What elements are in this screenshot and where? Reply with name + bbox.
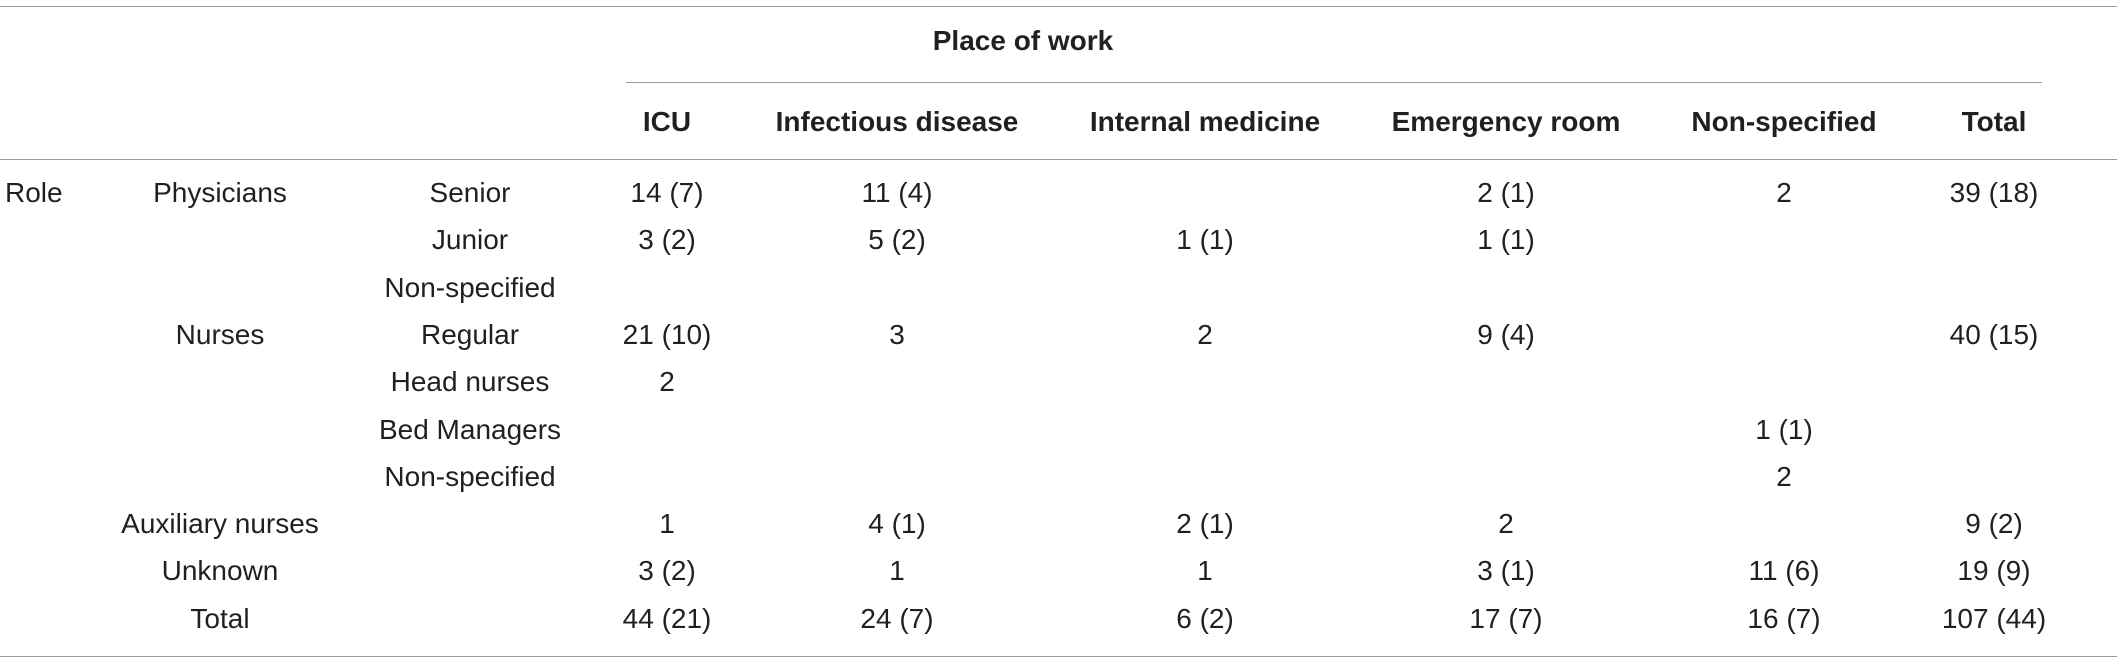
table-cell: 2	[1776, 177, 1792, 208]
table-cell: 9 (4)	[1477, 319, 1535, 350]
table-cell: 2	[659, 366, 675, 397]
row-subrole-label: Regular	[420, 319, 520, 350]
table-cell: 2 (1)	[1477, 177, 1535, 208]
column-header: Total	[1961, 106, 2027, 137]
table-cell: 40 (15)	[1949, 319, 2039, 350]
table-cell: 1	[659, 508, 675, 539]
header-bottom-rule	[0, 159, 2117, 160]
column-header: Non-specified	[1691, 106, 1877, 137]
table-cell: 1 (1)	[1477, 224, 1535, 255]
table-cell: 44 (21)	[622, 603, 712, 634]
table-cell: 16 (7)	[1747, 603, 1821, 634]
table-cell: 1 (1)	[1755, 414, 1813, 445]
row-role-label: Unknown	[161, 555, 279, 586]
row-role-label: Nurses	[175, 319, 265, 350]
row-subrole-label: Junior	[431, 224, 509, 255]
table-cell: 2	[1776, 461, 1792, 492]
table-cell: 9 (2)	[1965, 508, 2023, 539]
table-cell: 3 (2)	[638, 224, 696, 255]
column-header: ICU	[642, 106, 692, 137]
row-role-label: Total	[190, 603, 250, 634]
row-role-label: Physicians	[153, 177, 287, 208]
table-cell: 19 (9)	[1957, 555, 2031, 586]
row-subrole-label: Head nurses	[390, 366, 550, 397]
column-header: Infectious disease	[775, 106, 1019, 137]
table-cell: 1	[1197, 555, 1213, 586]
place-of-work-rule	[626, 82, 2042, 83]
table-cell: 11 (6)	[1748, 555, 1820, 586]
row-subrole-label: Non-specified	[384, 272, 556, 303]
table-cell: 3 (2)	[638, 555, 696, 586]
table-cell: 24 (7)	[860, 603, 934, 634]
table-cell: 11 (4)	[861, 177, 933, 208]
table-cell: 2	[1498, 508, 1514, 539]
table-cell: 4 (1)	[868, 508, 926, 539]
table-cell: 5 (2)	[868, 224, 926, 255]
table-cell: 14 (7)	[630, 177, 704, 208]
table-cell: 21 (10)	[622, 319, 712, 350]
row-subrole-label: Bed Managers	[378, 414, 562, 445]
table-cell: 39 (18)	[1949, 177, 2039, 208]
table-cell: 1	[889, 555, 905, 586]
row-role-label: Auxiliary nurses	[121, 508, 319, 539]
table-bottom-rule	[0, 656, 2117, 657]
table-cell: 107 (44)	[1941, 603, 2047, 634]
column-header: Internal medicine	[1089, 106, 1321, 137]
spanning-header-place-of-work: Place of work	[932, 25, 1114, 56]
stub-group-label: Role	[5, 177, 63, 208]
table-cell: 3	[889, 319, 905, 350]
table-cell: 2	[1197, 319, 1213, 350]
table-cell: 3 (1)	[1477, 555, 1535, 586]
table-cell: 6 (2)	[1176, 603, 1234, 634]
table-cell: 2 (1)	[1176, 508, 1234, 539]
column-header: Emergency room	[1391, 106, 1621, 137]
row-subrole-label: Non-specified	[384, 461, 556, 492]
table-cell: 1 (1)	[1176, 224, 1234, 255]
row-subrole-label: Senior	[429, 177, 511, 208]
table-cell: 17 (7)	[1469, 603, 1543, 634]
table-top-rule	[0, 6, 2117, 7]
